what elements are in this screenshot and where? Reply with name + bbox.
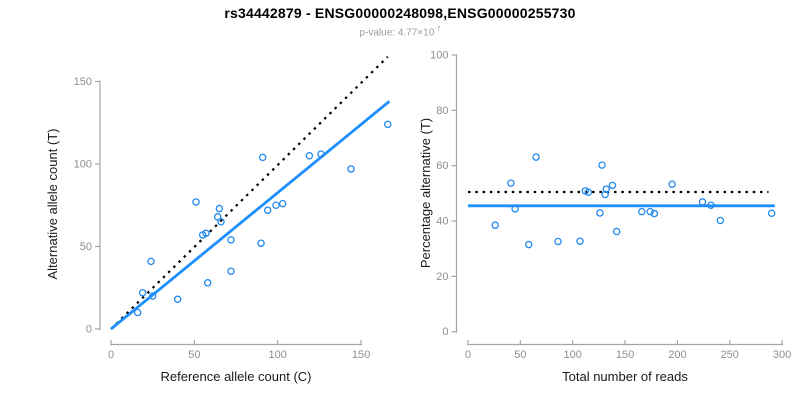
data-point (227, 267, 235, 275)
x-tick-label: 50 (514, 349, 526, 361)
data-point (263, 206, 272, 214)
x-tick-label: 100 (564, 349, 582, 361)
y-tick-label: 0 (86, 324, 92, 336)
data-point (173, 295, 182, 304)
data-point (554, 237, 562, 246)
y-tick-label: 100 (430, 50, 448, 62)
data-point (524, 240, 533, 249)
data-point (601, 190, 609, 199)
data-point (511, 205, 519, 213)
y-tick-label: 80 (436, 105, 448, 117)
data-point (133, 308, 142, 317)
x-tick-label: 200 (668, 349, 686, 361)
data-point (507, 179, 515, 187)
data-point (202, 229, 210, 238)
pvalue-subtitle: p-value: 4.77×10-7 (0, 26, 800, 38)
data-point (668, 180, 676, 188)
data-point (317, 150, 325, 158)
data-point (598, 161, 606, 169)
figure-title: rs34442879 - ENSG00000248098,ENSG0000025… (224, 5, 576, 21)
data-point (258, 153, 267, 162)
y-tick-label: 60 (436, 160, 448, 172)
data-point (383, 120, 392, 129)
pvalue-mantissa: 4.77×10 (397, 27, 435, 39)
x-tick-label: 50 (188, 349, 200, 361)
data-point (584, 188, 593, 196)
x-tick-label: 150 (352, 349, 370, 361)
x-tick-label: 0 (108, 349, 114, 361)
data-point (646, 207, 654, 216)
data-point (138, 288, 147, 297)
y-tick-label: 0 (442, 326, 448, 338)
data-point (576, 237, 584, 245)
data-point (638, 207, 646, 216)
y-tick-label: 50 (80, 241, 92, 253)
data-point (698, 198, 707, 206)
data-point (192, 198, 200, 206)
data-point (147, 257, 155, 266)
y-axis-title: Percentage alternative (T) (418, 118, 433, 268)
data-point (612, 227, 621, 236)
x-tick-label: 100 (269, 349, 287, 361)
y-tick-label: 150 (74, 76, 92, 88)
data-point (278, 199, 287, 208)
data-point (532, 153, 540, 161)
data-point (767, 209, 776, 218)
data-point (227, 236, 235, 244)
fit-line (110, 100, 391, 331)
y-axis-title: Alternative allele count (T) (45, 128, 60, 279)
data-point (491, 221, 499, 229)
data-point (215, 204, 224, 213)
y-tick-label: 20 (436, 271, 448, 283)
data-point (217, 217, 225, 226)
data-point (203, 279, 212, 287)
data-point (650, 209, 659, 218)
data-point (608, 181, 617, 190)
y-tick-label: 100 (74, 159, 92, 171)
data-point (305, 151, 314, 160)
data-point (716, 216, 725, 225)
x-tick-label: 0 (465, 349, 471, 361)
x-tick-label: 300 (773, 349, 791, 361)
data-point (347, 165, 355, 173)
identity-line (110, 55, 389, 330)
data-point (596, 209, 604, 217)
data-point (257, 239, 265, 247)
x-tick-label: 150 (616, 349, 634, 361)
pvalue-label: p-value: (359, 27, 398, 39)
x-axis-title: Total number of reads (562, 369, 688, 384)
data-point (148, 292, 157, 300)
y-tick-label: 40 (436, 216, 448, 228)
data-point (602, 185, 610, 193)
x-tick-label: 250 (721, 349, 739, 361)
pvalue-exponent: -7 (434, 26, 441, 33)
x-axis-title: Reference allele count (C) (160, 369, 311, 384)
data-point (272, 201, 280, 209)
data-point (707, 201, 715, 209)
data-point (213, 213, 222, 221)
